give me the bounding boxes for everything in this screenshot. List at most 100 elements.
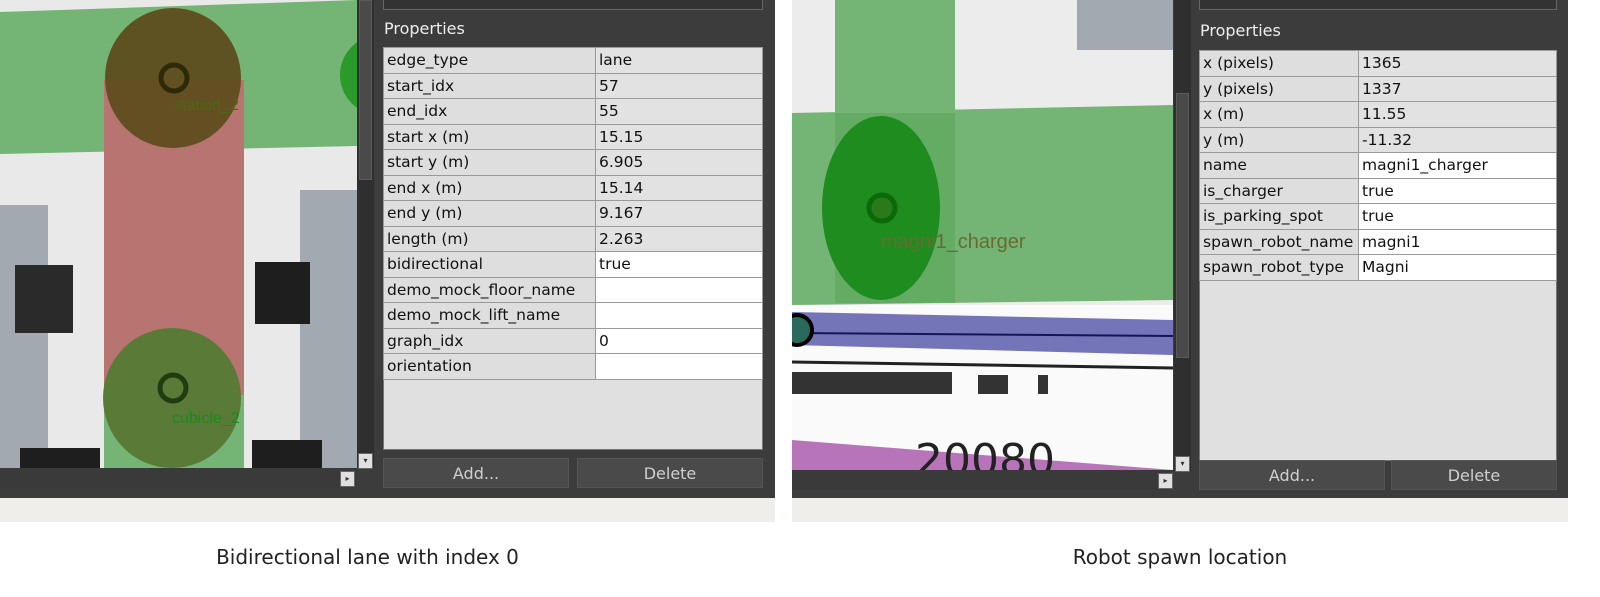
left-canvas-horizontal-scrollbar[interactable]: ▸ [0,468,357,488]
left-caption: Bidirectional lane with index 0 [216,545,519,569]
property-row: demo_mock_lift_name [383,302,763,329]
property-row: end y (m) 9.167 [383,200,763,227]
property-key: start_idx [383,72,596,99]
property-value: 9.167 [595,200,763,227]
charger-vertex[interactable] [866,192,898,224]
add-button[interactable]: Add... [1199,460,1385,490]
property-key: y (m) [1199,126,1359,153]
property-key: bidirectional [383,251,596,278]
property-key: demo_mock_floor_name [383,276,596,303]
scroll-thumb[interactable] [1176,93,1189,358]
property-key: spawn_robot_name [1199,228,1359,255]
wall-line [792,360,1173,370]
property-value: 6.905 [595,149,763,176]
property-row: length (m) 2.263 [383,225,763,252]
property-key: end x (m) [383,174,596,201]
station-vertex[interactable] [158,62,190,94]
cubicle-label: cubicle_2 [172,410,240,427]
right-caption: Robot spawn location [1072,545,1288,569]
property-row: graph_idx 0 [383,327,763,354]
property-row: name magni1_charger [1199,152,1557,179]
wall [1077,0,1173,50]
property-row: x (pixels) 1365 [1199,50,1557,77]
property-row: is_charger true [1199,177,1557,204]
property-key: x (pixels) [1199,50,1359,77]
property-value[interactable]: 0 [595,327,763,354]
properties-table: edge_type lane start_idx 57 end_idx 55 start x… [383,47,763,380]
add-button[interactable]: Add... [383,458,569,488]
chair [20,448,100,468]
property-row: y (pixels) 1337 [1199,75,1557,102]
property-value[interactable]: true [1358,177,1557,204]
property-row: spawn_robot_type Magni [1199,254,1557,281]
property-key: is_parking_spot [1199,203,1359,230]
property-row: start x (m) 15.15 [383,123,763,150]
property-key: orientation [383,353,596,380]
property-row: edge_type lane [383,47,763,74]
chair [255,262,310,324]
chair [15,265,73,333]
cubicle-zone [103,328,241,468]
station-label: station_2 [174,97,239,114]
property-value[interactable] [595,302,763,329]
property-key: name [1199,152,1359,179]
properties-title: Properties [1200,21,1281,40]
scroll-thumb[interactable] [359,0,372,180]
cubicle-vertex[interactable] [157,372,189,404]
property-row: bidirectional true [383,251,763,278]
properties-table: x (pixels) 1365 y (pixels) 1337 x (m) 11.55 y … [1199,50,1557,281]
left-map-canvas[interactable]: station_2 cubicle_2 [0,0,357,468]
property-value[interactable]: true [1358,203,1557,230]
scroll-right-arrow-icon[interactable]: ▸ [340,471,355,487]
property-value[interactable] [595,276,763,303]
right-map-canvas[interactable]: magni1_charger 20080 [792,0,1173,470]
wall-block [1038,375,1048,394]
property-row: x (m) 11.55 [1199,101,1557,128]
property-value: 1365 [1358,50,1557,77]
property-key: x (m) [1199,101,1359,128]
right-top-scrollbar[interactable] [1199,0,1557,10]
property-value: 1337 [1358,75,1557,102]
right-map-drawing: magni1_charger 20080 [792,0,1173,470]
property-key: demo_mock_lift_name [383,302,596,329]
scroll-down-arrow-icon[interactable]: ▾ [358,453,373,469]
property-value[interactable]: Magni [1358,254,1557,281]
right-window-footer [792,498,1568,522]
properties-title: Properties [384,19,465,38]
delete-button[interactable]: Delete [577,458,763,488]
left-window-footer [0,498,775,522]
property-row: spawn_robot_name magni1 [1199,228,1557,255]
property-row: end x (m) 15.14 [383,174,763,201]
property-row: demo_mock_floor_name [383,276,763,303]
charger-label: magni1_charger [881,231,1026,253]
right-canvas-horizontal-scrollbar[interactable]: ▸ [792,470,1173,490]
scroll-down-arrow-icon[interactable]: ▾ [1175,456,1190,472]
wall-shelf [0,205,48,468]
property-value[interactable]: true [595,251,763,278]
station-zone [105,8,241,148]
property-row: orientation [383,353,763,380]
robot-vertex[interactable] [792,313,814,347]
zone-overlay [792,440,1173,470]
property-key: end_idx [383,98,596,125]
property-value: 57 [595,72,763,99]
left-top-scrollbar[interactable] [383,0,763,10]
property-key: length (m) [383,225,596,252]
chair [252,440,322,468]
property-value: -11.32 [1358,126,1557,153]
property-value[interactable] [595,353,763,380]
left-canvas-vertical-scrollbar[interactable]: ▾ [357,0,374,469]
property-value[interactable]: magni1 [1358,228,1557,255]
property-value[interactable]: magni1_charger [1358,152,1557,179]
property-key: y (pixels) [1199,75,1359,102]
property-key: graph_idx [383,327,596,354]
property-key: start y (m) [383,149,596,176]
property-key: spawn_robot_type [1199,254,1359,281]
property-key: is_charger [1199,177,1359,204]
delete-button[interactable]: Delete [1391,460,1557,490]
left-map-drawing: station_2 cubicle_2 [0,0,357,468]
wall-block [978,375,1008,394]
scroll-right-arrow-icon[interactable]: ▸ [1158,473,1173,489]
property-row: start y (m) 6.905 [383,149,763,176]
right-canvas-vertical-scrollbar[interactable]: ▾ [1174,0,1191,472]
